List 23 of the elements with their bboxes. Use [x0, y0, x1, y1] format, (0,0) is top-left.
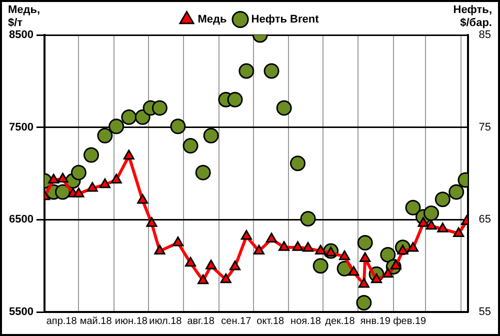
x-tick-label: июн.18: [114, 316, 148, 327]
y2-tick-label: 75: [478, 121, 492, 134]
x-tick-label: фев.19: [393, 316, 427, 327]
x-tick-label: ноя.18: [290, 316, 322, 327]
legend-label: Нефть Brent: [251, 14, 320, 26]
y-tick-label: 5500: [8, 306, 34, 318]
y-axis-title: Медь, $/т: [8, 4, 42, 30]
legend-label: Медь: [198, 14, 228, 26]
y2-axis-title: Нефть, $/бар.: [452, 4, 492, 30]
x-tick-label: авг.18: [187, 316, 215, 327]
y-tick-label: 8500: [8, 29, 34, 42]
y-tick-label: 7500: [8, 121, 34, 134]
x-tick-label: сен.17: [221, 316, 252, 327]
x-tick-label: дек.18: [325, 316, 356, 327]
x-tick-label: апр.18: [46, 316, 78, 327]
x-tick-label: июл.18: [149, 316, 182, 327]
y2-tick-label: 55: [478, 306, 492, 318]
x-tick-label: янв.19: [360, 316, 391, 327]
x-tick-label: май.18: [80, 316, 112, 327]
y2-tick-label: 85: [478, 29, 492, 42]
y2-tick-label: 65: [478, 214, 492, 226]
x-tick-label: окт.18: [256, 316, 285, 327]
y-tick-label: 6500: [8, 214, 34, 226]
